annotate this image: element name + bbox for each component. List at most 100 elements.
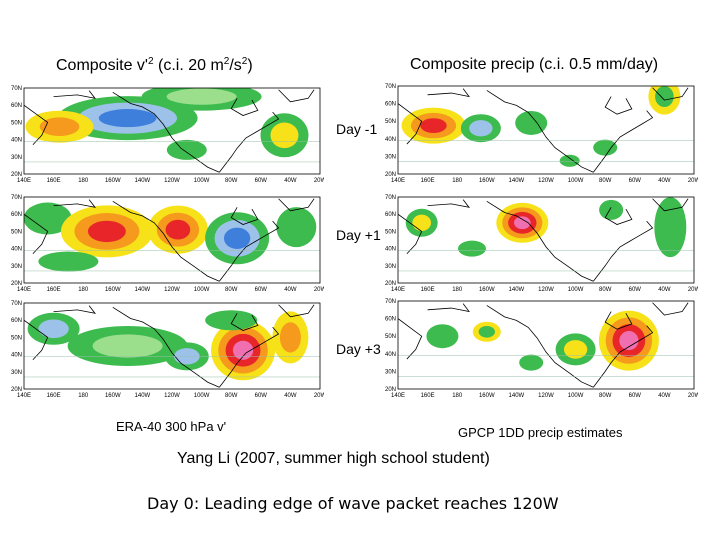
right-map-day-plus3: 70N 60N 50N 40N 30N 20N 140E 160E 180 160W 140W 120… [378, 297, 698, 403]
map-frame [397, 300, 695, 390]
lon-tick-label: 140W [135, 393, 151, 399]
lon-tick-label: 40W [284, 393, 297, 399]
lon-tick-label: 60W [629, 287, 642, 293]
contour-shade [279, 322, 301, 353]
lon-tick-label: 100W [568, 393, 584, 399]
contour-shade [205, 310, 258, 331]
contour-shade [232, 340, 254, 360]
lon-tick-label: 160W [105, 393, 121, 399]
coastline [398, 198, 689, 282]
day-label-plus3: Day +3 [336, 341, 381, 357]
lat-tick-label: 50N [385, 334, 396, 340]
left-panel-title: Composite v'2 (c.i. 20 m2/s2) [56, 56, 253, 74]
right-panel-title: Composite precip (c.i. 0.5 mm/day) [410, 56, 659, 73]
lat-tick-label: 70N [385, 299, 396, 305]
lat-tick-label: 50N [11, 120, 22, 126]
lat-tick-label: 20N [385, 281, 396, 287]
lon-tick-label: 20W [688, 393, 698, 399]
lon-tick-label: 180 [452, 393, 463, 399]
lon-tick-label: 20W [314, 393, 324, 399]
lon-tick-label: 180 [452, 178, 463, 184]
lon-tick-label: 40W [284, 178, 297, 184]
map-frame [23, 87, 321, 175]
contour-shade [426, 324, 459, 349]
lon-tick-label: 60W [255, 393, 268, 399]
lon-tick-label: 100W [194, 178, 210, 184]
lat-tick-label: 70N [385, 195, 396, 201]
contour-shade [514, 216, 531, 230]
lon-tick-label: 60W [629, 393, 642, 399]
lon-tick-label: 160W [105, 178, 121, 184]
lon-tick-label: 80W [225, 393, 238, 399]
contour-shade [24, 202, 72, 235]
day-label-plus1: Day +1 [336, 227, 381, 243]
left-map-day-plus1: 70N 60N 50N 40N 30N 20N 140E 160E 180 160W 140W 120… [4, 193, 324, 297]
contour-shade [270, 122, 299, 149]
lon-tick-label: 20W [688, 178, 698, 184]
lat-tick-label: 70N [11, 301, 22, 307]
coastline [24, 304, 315, 388]
contour-shade [39, 117, 80, 137]
lon-tick-label: 100W [568, 287, 584, 293]
lon-tick-label: 60W [629, 178, 642, 184]
contour-shade [458, 240, 486, 257]
lon-tick-label: 180 [452, 287, 463, 293]
lon-tick-label: 140W [135, 178, 151, 184]
lon-tick-label: 140E [17, 178, 31, 184]
lat-tick-label: 40N [11, 247, 22, 253]
contour-shade [276, 207, 317, 248]
coastline [24, 89, 315, 173]
lon-tick-label: 160W [479, 178, 495, 184]
lon-tick-label: 20W [314, 178, 324, 184]
lat-tick-label: 30N [385, 154, 396, 160]
lat-tick-label: 60N [385, 317, 396, 323]
lat-tick-label: 60N [11, 318, 22, 324]
lon-tick-label: 20W [688, 287, 698, 293]
lon-tick-label: 100W [568, 178, 584, 184]
lon-tick-label: 120W [164, 287, 180, 293]
lon-tick-label: 140E [17, 393, 31, 399]
lon-tick-label: 140W [509, 393, 525, 399]
lat-tick-label: 50N [11, 229, 22, 235]
lat-tick-label: 50N [385, 229, 396, 235]
lon-tick-label: 100W [194, 287, 210, 293]
left-map-day-plus3: 70N 60N 50N 40N 30N 20N 140E 160E 180 160W 140W 120… [4, 299, 324, 403]
lon-tick-label: 120W [538, 287, 554, 293]
lat-tick-label: 30N [385, 264, 396, 270]
lon-tick-label: 160W [479, 287, 495, 293]
lat-tick-label: 20N [11, 281, 22, 287]
coastline [398, 302, 689, 388]
lon-tick-label: 80W [599, 287, 612, 293]
lat-tick-label: 60N [11, 212, 22, 218]
right-map-day-plus1: 70N 60N 50N 40N 30N 20N 140E 160E 180 160W 140W 120… [378, 193, 698, 297]
lat-tick-label: 60N [385, 212, 396, 218]
lon-tick-label: 160E [421, 287, 435, 293]
contour-shade [559, 154, 580, 167]
contour-shade [166, 139, 207, 160]
contour-shade [515, 110, 548, 135]
lon-tick-label: 120W [164, 178, 180, 184]
lon-tick-label: 60W [255, 287, 268, 293]
lat-tick-label: 30N [11, 155, 22, 161]
lon-tick-label: 120W [538, 178, 554, 184]
lon-tick-label: 140E [391, 287, 405, 293]
map-frame [23, 196, 321, 284]
lon-tick-label: 40W [658, 287, 671, 293]
lat-tick-label: 20N [11, 172, 22, 178]
right-map-day-minus1: 70N 60N 50N 40N 30N 20N 140E 160E 180 160W 140W 120… [378, 82, 698, 188]
lat-tick-label: 70N [11, 195, 22, 201]
lon-tick-label: 120W [538, 393, 554, 399]
lat-tick-label: 70N [385, 84, 396, 90]
lon-tick-label: 80W [599, 393, 612, 399]
lon-tick-label: 20W [314, 287, 324, 293]
lon-tick-label: 180 [78, 393, 89, 399]
lat-tick-label: 40N [385, 352, 396, 358]
lon-tick-label: 80W [225, 178, 238, 184]
contour-shade [87, 220, 126, 243]
lon-tick-label: 100W [194, 393, 210, 399]
contour-shade [655, 86, 674, 108]
contour-shade [38, 251, 99, 272]
lon-tick-label: 180 [78, 178, 89, 184]
lon-tick-label: 160E [47, 178, 61, 184]
contour-shade [599, 199, 624, 220]
